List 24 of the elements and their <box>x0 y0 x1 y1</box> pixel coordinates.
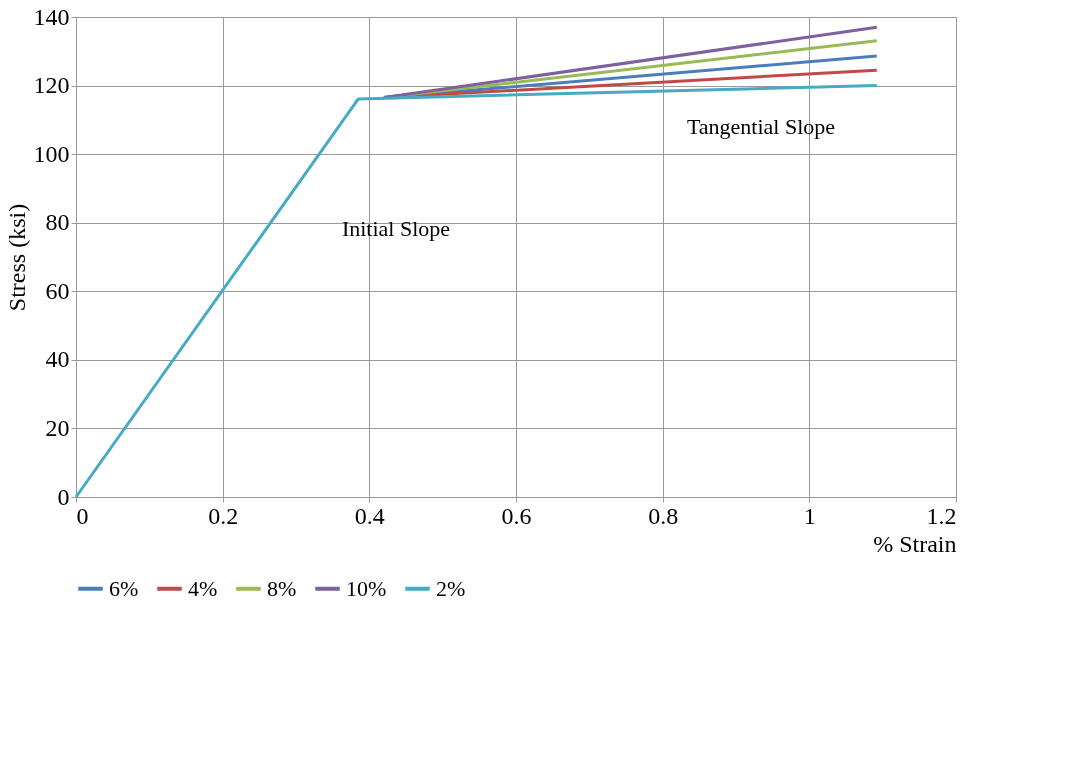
y-tick-label: 20 <box>45 414 70 441</box>
annotation: Initial Slope <box>341 216 451 241</box>
annotation: Tangential Slope <box>686 114 836 139</box>
legend-label: 6% <box>109 575 139 601</box>
y-tick-label: 120 <box>33 72 70 99</box>
y-tick-label: 80 <box>45 209 70 236</box>
y-tick-label: 0 <box>57 483 70 510</box>
legend-label: 2% <box>436 575 466 601</box>
x-tick-label: 0.4 <box>354 502 385 529</box>
y-tick-label: 40 <box>45 346 70 373</box>
legend-label: 4% <box>188 575 218 601</box>
x-tick-label: 1.2 <box>926 502 957 529</box>
legend-label: 8% <box>267 575 297 601</box>
x-tick-label: 1 <box>803 502 816 529</box>
x-tick-label: 0.8 <box>648 502 679 529</box>
legend-label: 10% <box>346 575 387 601</box>
x-tick-label: 0.6 <box>501 502 532 529</box>
y-tick-label: 140 <box>33 3 70 30</box>
y-tick-label: 60 <box>45 277 70 304</box>
x-tick-label: 0 <box>76 502 89 529</box>
y-tick-label: 100 <box>33 140 70 167</box>
x-axis-title: % Strain <box>873 530 957 557</box>
x-tick-label: 0.2 <box>208 502 239 529</box>
y-axis-title: Stress (ksi) <box>3 203 30 312</box>
